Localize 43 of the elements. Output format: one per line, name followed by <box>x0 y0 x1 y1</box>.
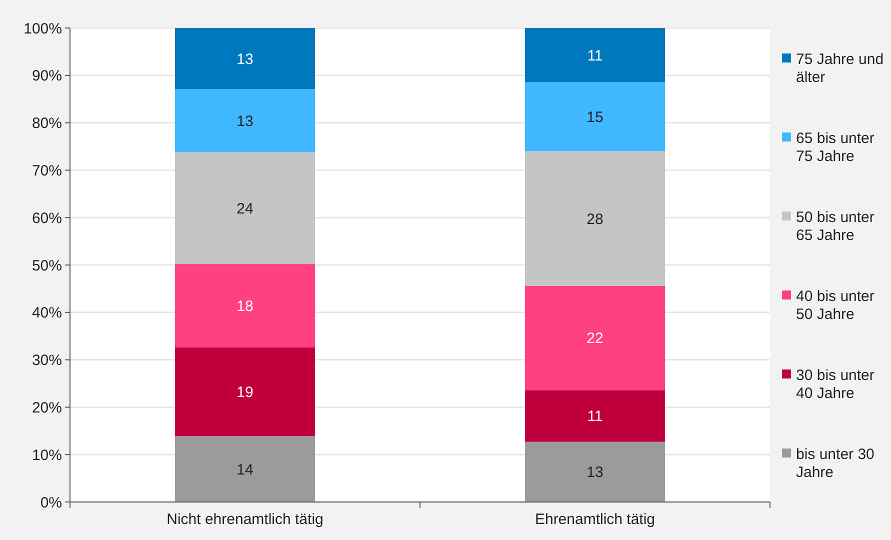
x-tick-label: Nicht ehrenamtlich tätig <box>166 511 324 528</box>
y-tick-label: 70% <box>32 162 62 180</box>
y-tick-label: 30% <box>32 352 62 370</box>
data-label: 28 <box>586 210 604 228</box>
data-label: 22 <box>586 330 604 348</box>
legend-label: 40 bis unter 50 Jahre <box>796 288 874 323</box>
bar <box>175 347 315 436</box>
data-label: 15 <box>586 108 604 126</box>
legend-label: 50 bis unter 65 Jahre <box>796 208 874 244</box>
data-label: 11 <box>587 47 603 64</box>
bar <box>525 82 665 152</box>
legend-label: 65 bis unter 75 Jahre <box>796 130 874 165</box>
bar <box>175 28 315 90</box>
bar <box>525 151 665 286</box>
bar <box>175 436 315 502</box>
bar <box>525 390 665 442</box>
data-label: 19 <box>236 384 254 402</box>
y-tick-label: 80% <box>32 115 62 132</box>
y-tick-label: 100% <box>24 20 62 38</box>
data-label: 13 <box>236 50 254 68</box>
data-label: 18 <box>236 298 254 316</box>
y-tick-label: 60% <box>32 210 62 227</box>
y-tick-label: 90% <box>32 68 62 85</box>
bar <box>175 264 315 348</box>
y-tick-label: 0% <box>40 494 62 512</box>
data-label: 11 <box>587 408 603 426</box>
data-label: 13 <box>586 464 604 482</box>
bar <box>525 28 665 82</box>
y-tick-label: 20% <box>32 399 62 416</box>
y-tick-label: 10% <box>32 446 62 464</box>
legend-label: 30 bis unter 40 Jahre <box>796 366 874 402</box>
y-tick-label: 40% <box>32 304 62 322</box>
bar <box>525 442 665 502</box>
data-label: 14 <box>236 461 254 478</box>
data-label: 24 <box>236 200 254 218</box>
legend-label: bis unter 30 Jahre <box>796 446 874 481</box>
legend-label: 75 Jahre und älter <box>796 50 884 86</box>
x-tick-label: Ehrenamtlich tätig <box>534 511 656 528</box>
y-tick-label: 50% <box>32 257 62 274</box>
bar <box>525 286 665 390</box>
data-label: 13 <box>236 112 254 130</box>
bar <box>175 89 315 152</box>
bar <box>175 152 315 264</box>
